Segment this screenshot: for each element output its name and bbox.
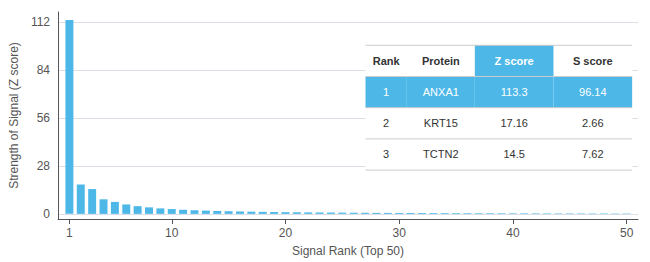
svg-text:Strength of Signal (Z score): Strength of Signal (Z score) bbox=[7, 42, 21, 189]
svg-text:112: 112 bbox=[31, 15, 50, 29]
svg-text:17.16: 17.16 bbox=[500, 117, 528, 129]
svg-text:1: 1 bbox=[383, 86, 389, 98]
svg-text:7.62: 7.62 bbox=[582, 148, 603, 160]
svg-text:S score: S score bbox=[573, 55, 613, 67]
svg-text:Z score: Z score bbox=[495, 55, 534, 67]
svg-text:1: 1 bbox=[66, 226, 73, 240]
svg-text:0: 0 bbox=[43, 207, 50, 221]
svg-text:84: 84 bbox=[37, 63, 51, 77]
svg-text:TCTN2: TCTN2 bbox=[423, 148, 458, 160]
svg-text:ANXA1: ANXA1 bbox=[423, 86, 459, 98]
svg-text:30: 30 bbox=[393, 226, 407, 240]
svg-text:2.66: 2.66 bbox=[582, 117, 603, 129]
svg-text:56: 56 bbox=[37, 111, 51, 125]
svg-text:10: 10 bbox=[165, 226, 179, 240]
svg-text:2: 2 bbox=[383, 117, 389, 129]
svg-text:Rank: Rank bbox=[373, 55, 401, 67]
svg-text:KRT15: KRT15 bbox=[424, 117, 458, 129]
svg-text:14.5: 14.5 bbox=[503, 148, 524, 160]
svg-text:96.14: 96.14 bbox=[579, 86, 607, 98]
svg-text:Protein: Protein bbox=[422, 55, 460, 67]
svg-text:Signal Rank (Top 50): Signal Rank (Top 50) bbox=[292, 244, 404, 258]
svg-text:3: 3 bbox=[383, 148, 389, 160]
svg-text:28: 28 bbox=[37, 159, 51, 173]
svg-text:113.3: 113.3 bbox=[501, 86, 528, 98]
svg-text:40: 40 bbox=[506, 226, 520, 240]
svg-text:20: 20 bbox=[279, 226, 293, 240]
svg-text:50: 50 bbox=[620, 226, 634, 240]
